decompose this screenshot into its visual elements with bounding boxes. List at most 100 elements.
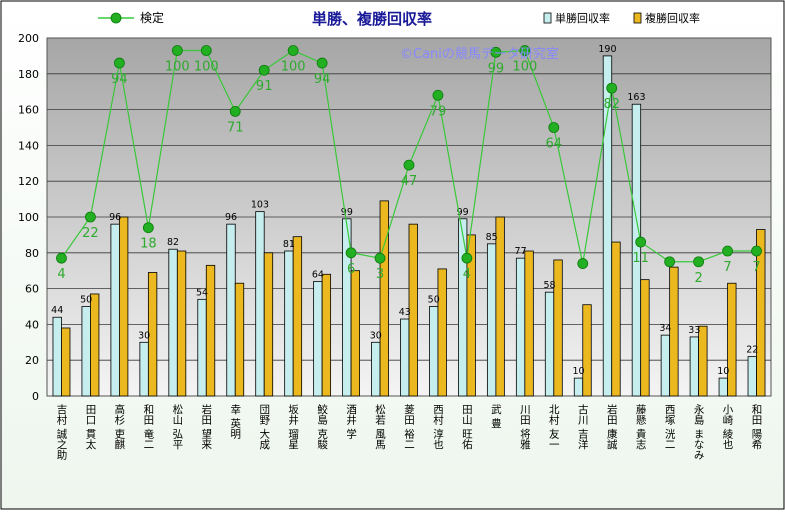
bar-fukusho bbox=[640, 279, 650, 397]
y-tick-label: 40 bbox=[25, 318, 39, 331]
bar-fukusho bbox=[119, 216, 129, 397]
watermark: ©Caniの競馬データ研究室 bbox=[400, 46, 559, 62]
bar-value-label: 22 bbox=[746, 345, 758, 356]
legend-label-fukusho: 複勝回収率 bbox=[645, 11, 700, 25]
bar-fukusho bbox=[205, 264, 216, 397]
kentei-value-label: 79 bbox=[430, 104, 447, 119]
kentei-value-label: 99 bbox=[488, 61, 505, 76]
kentei-value-label: 100 bbox=[281, 60, 306, 75]
bar-value-label: 50 bbox=[428, 295, 440, 306]
kentei-point bbox=[56, 252, 67, 264]
y-tick-label: 160 bbox=[18, 104, 39, 117]
bar-fukusho bbox=[756, 229, 766, 397]
bar-tansho bbox=[486, 243, 497, 397]
kentei-point bbox=[693, 256, 704, 268]
bar-labels: 4450963082549610381649930435099857758101… bbox=[51, 44, 758, 377]
bar-tansho bbox=[226, 223, 236, 397]
kentei-value-label: 71 bbox=[227, 120, 244, 135]
kentei-point bbox=[403, 159, 415, 171]
x-tick-label: 武 豊 bbox=[490, 403, 502, 428]
x-tick-label: 坂井 瑠星 bbox=[287, 404, 299, 449]
bar-fukusho bbox=[669, 266, 679, 397]
kentei-point bbox=[85, 211, 96, 223]
bar-tansho bbox=[139, 341, 149, 397]
y-tick-label: 120 bbox=[18, 175, 39, 188]
kentei-value-label: 64 bbox=[546, 137, 563, 152]
y-tick-label: 180 bbox=[18, 68, 39, 81]
bar-tansho bbox=[313, 281, 323, 397]
bar-value-label: 77 bbox=[515, 246, 527, 257]
kentei-value-label: 47 bbox=[401, 174, 418, 189]
kentei-point bbox=[374, 252, 386, 264]
bar-tansho bbox=[573, 377, 584, 397]
bar-value-label: 96 bbox=[109, 212, 121, 223]
x-tick-label: 和田 竜二 bbox=[142, 404, 154, 449]
x-tick-label: 小崎 綾也 bbox=[722, 404, 734, 449]
x-tick-label: 西村 淳也 bbox=[432, 404, 444, 449]
y-axis: 0 20 40 60 80 100 120 140 160 180 200 bbox=[18, 32, 39, 403]
bar-tansho bbox=[371, 341, 381, 397]
bar-fukusho bbox=[524, 250, 534, 397]
x-tick-label: 川田 将雅 bbox=[519, 404, 531, 450]
kentei-point bbox=[519, 45, 531, 56]
bar-value-label: 34 bbox=[659, 323, 671, 334]
bar-fukusho bbox=[727, 282, 737, 397]
y-tick-label: 80 bbox=[25, 247, 39, 260]
bar-value-label: 81 bbox=[283, 239, 295, 250]
bar-fukusho bbox=[437, 268, 447, 397]
bar-tansho bbox=[284, 250, 294, 397]
bar-fukusho bbox=[61, 327, 71, 397]
kentei-value-label: 91 bbox=[256, 79, 273, 94]
x-tick-label: 幸 英明 bbox=[229, 404, 241, 440]
kentei-value-label: 100 bbox=[165, 60, 190, 75]
bar-fukusho bbox=[234, 282, 245, 397]
kentei-value-label: 7 bbox=[752, 260, 760, 275]
kentei-value-label: 4 bbox=[57, 267, 65, 282]
bar-value-label: 99 bbox=[457, 207, 469, 218]
x-tick-label: 田山 旺佑 bbox=[461, 404, 473, 449]
kentei-value-label: 11 bbox=[632, 251, 649, 266]
bar-fukusho bbox=[263, 252, 274, 397]
bar-value-label: 10 bbox=[717, 366, 729, 377]
bar-value-label: 103 bbox=[251, 200, 269, 211]
bar-value-label: 58 bbox=[544, 280, 556, 291]
x-tick-label: 西塚 洸二 bbox=[664, 404, 676, 449]
bar-fukusho bbox=[147, 272, 158, 397]
bar-value-label: 30 bbox=[138, 330, 150, 341]
bar-value-label: 44 bbox=[51, 305, 63, 316]
kentei-point bbox=[142, 222, 154, 234]
bar-tansho bbox=[429, 306, 439, 397]
bar-tansho bbox=[602, 55, 613, 397]
x-tick-label: 菱田 裕二 bbox=[403, 404, 415, 449]
bar-value-label: 50 bbox=[80, 295, 92, 306]
kentei-point bbox=[635, 236, 647, 248]
bar-value-label: 33 bbox=[688, 325, 700, 336]
bar-tansho bbox=[197, 298, 207, 397]
kentei-value-label: 6 bbox=[347, 262, 355, 277]
bar-tansho bbox=[747, 356, 757, 397]
kentei-point bbox=[577, 258, 589, 269]
bar-tansho bbox=[52, 316, 62, 397]
kentei-value-label: 94 bbox=[314, 72, 331, 87]
bar-value-label: 54 bbox=[196, 287, 208, 298]
kentei-value-label: 100 bbox=[512, 60, 537, 75]
legend: 検定 単勝回収率 複勝回収率 bbox=[98, 10, 700, 25]
bar-tansho bbox=[660, 334, 671, 397]
bar-tansho bbox=[255, 211, 265, 397]
legend-swatch-tansho bbox=[543, 12, 552, 24]
bar-value-label: 99 bbox=[341, 207, 353, 218]
kentei-point bbox=[751, 245, 762, 257]
x-tick-label: 高杉 吏麒 bbox=[113, 403, 125, 450]
bar-fukusho bbox=[176, 250, 187, 397]
kentei-value-label: 7 bbox=[723, 260, 731, 275]
x-axis-labels: 吉村 誠之助 田口 貫太 高杉 吏麒 和田 竜二 松山 弘平 岩田 望来 幸 英明 団野 大成… bbox=[55, 403, 762, 460]
legend-line-marker bbox=[110, 12, 122, 24]
kentei-point bbox=[548, 122, 560, 133]
bar-fukusho bbox=[466, 234, 476, 397]
bars bbox=[52, 55, 766, 397]
bar-fukusho bbox=[553, 259, 563, 397]
x-tick-label: 北村 友一 bbox=[548, 404, 560, 449]
x-tick-label: 酒井 学 bbox=[345, 403, 357, 439]
